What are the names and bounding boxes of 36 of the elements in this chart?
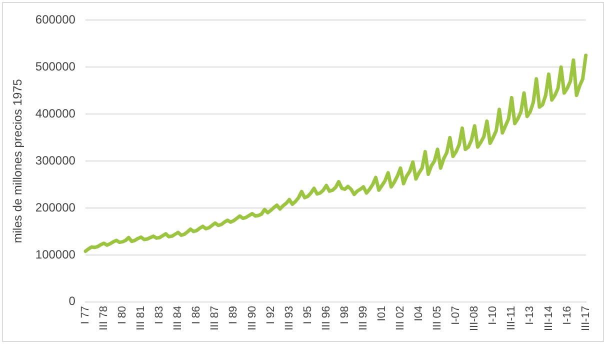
x-tick-label: III-11 bbox=[506, 306, 518, 330]
x-tick-label: III 99 bbox=[357, 306, 370, 330]
y-tick-label: 500000 bbox=[35, 59, 76, 74]
x-tick-label: III 78 bbox=[98, 306, 110, 330]
x-tick-label: I 86 bbox=[190, 306, 203, 324]
x-tick-label: I 95 bbox=[302, 306, 314, 324]
x-tick-label: III 87 bbox=[209, 306, 222, 330]
x-tick-label: III 90 bbox=[246, 306, 258, 330]
x-tick-label: III 05 bbox=[432, 306, 444, 330]
y-tick-label: 400000 bbox=[35, 106, 76, 120]
x-tick-label: III 81 bbox=[135, 306, 148, 330]
x-tick-label: I-13 bbox=[524, 306, 536, 325]
x-tick-label: III 02 bbox=[394, 306, 407, 330]
y-tick-label: 600000 bbox=[35, 12, 76, 27]
x-tick-label: III-14 bbox=[542, 306, 555, 332]
x-tick-label: III 96 bbox=[320, 306, 332, 330]
y-tick-label: 200000 bbox=[35, 200, 76, 214]
y-tick-label: 0 bbox=[68, 294, 76, 308]
y-axis-title: miles de millones precios 1975 bbox=[10, 78, 25, 244]
x-tick-label: I 83 bbox=[154, 306, 166, 324]
x-tick-label: I 89 bbox=[228, 306, 240, 324]
x-tick-label: I 92 bbox=[264, 306, 277, 324]
x-tick-label: I01 bbox=[376, 306, 388, 322]
x-tick-label: I-10 bbox=[487, 306, 500, 325]
x-tick-label: I 77 bbox=[79, 306, 92, 324]
x-tick-label: III-08 bbox=[468, 306, 481, 332]
x-tick-label: I 80 bbox=[116, 306, 129, 324]
x-tick-label: III 93 bbox=[283, 306, 296, 330]
x-tick-label: I04 bbox=[413, 306, 426, 322]
x-tick-label: I 98 bbox=[338, 306, 351, 324]
y-tick-label: 100000 bbox=[35, 247, 76, 262]
x-tick-label: III 84 bbox=[172, 306, 184, 330]
y-tick-label: 300000 bbox=[35, 153, 76, 168]
x-tick-label: III-17 bbox=[580, 306, 592, 332]
x-tick-label: I-07 bbox=[450, 306, 462, 325]
x-tick-label: I-16 bbox=[561, 306, 574, 325]
